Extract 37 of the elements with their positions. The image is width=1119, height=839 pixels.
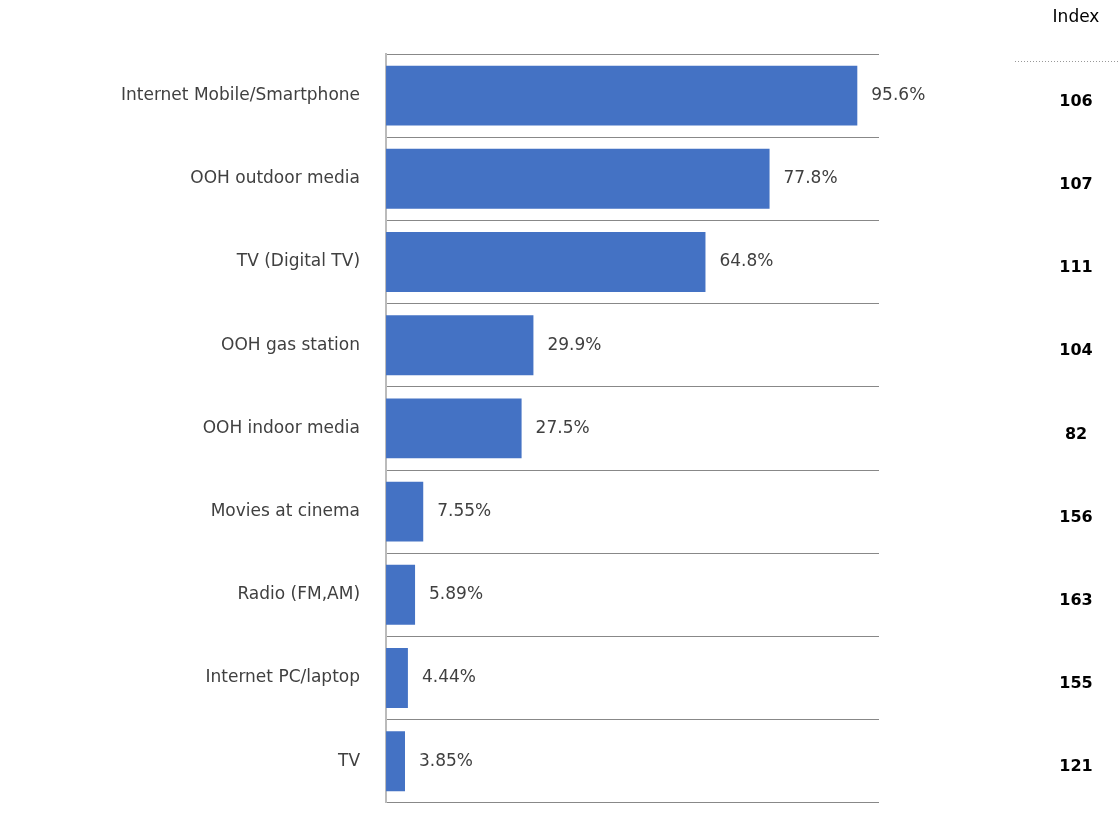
y-tick-label: Internet PC/laptop <box>205 666 361 687</box>
y-tick-label: TV (Digital TV) <box>235 250 361 271</box>
y-tick-label: OOH outdoor media <box>190 167 361 188</box>
data-label: 7.55% <box>437 500 492 521</box>
data-label: 4.44% <box>421 666 476 687</box>
data-label: 27.5% <box>535 416 590 437</box>
bar <box>386 65 858 126</box>
bar <box>386 564 416 625</box>
y-tick-label: Internet Mobile/Smartphone <box>120 84 361 105</box>
text: 121 <box>1059 756 1093 776</box>
text: 163 <box>1059 589 1093 609</box>
data-label: 3.85% <box>419 749 474 770</box>
text: 106 <box>1059 90 1093 110</box>
bar <box>386 148 770 209</box>
data-label: 5.89% <box>429 583 484 604</box>
text: 111 <box>1059 257 1093 277</box>
y-tick-label: OOH gas station <box>221 333 361 354</box>
bar <box>386 232 706 292</box>
text: 104 <box>1059 340 1093 360</box>
bar <box>386 315 534 376</box>
bar <box>386 398 522 459</box>
text: 155 <box>1059 673 1093 693</box>
bar <box>386 481 424 542</box>
bar <box>386 731 405 792</box>
data-label: 29.9% <box>547 333 602 354</box>
text: 156 <box>1059 506 1093 526</box>
data-label: 95.6% <box>871 84 926 105</box>
bar <box>386 648 408 708</box>
y-tick-label: OOH indoor media <box>202 416 361 437</box>
data-label: 77.8% <box>783 167 838 188</box>
data-label: 64.8% <box>719 250 774 271</box>
y-tick-label: TV <box>337 749 361 770</box>
text: 107 <box>1059 173 1093 193</box>
text: Index <box>1052 6 1100 27</box>
text: 82 <box>1064 423 1088 443</box>
y-tick-label: Radio (FM,AM) <box>237 583 361 604</box>
y-tick-label: Movies at cinema <box>210 500 361 521</box>
